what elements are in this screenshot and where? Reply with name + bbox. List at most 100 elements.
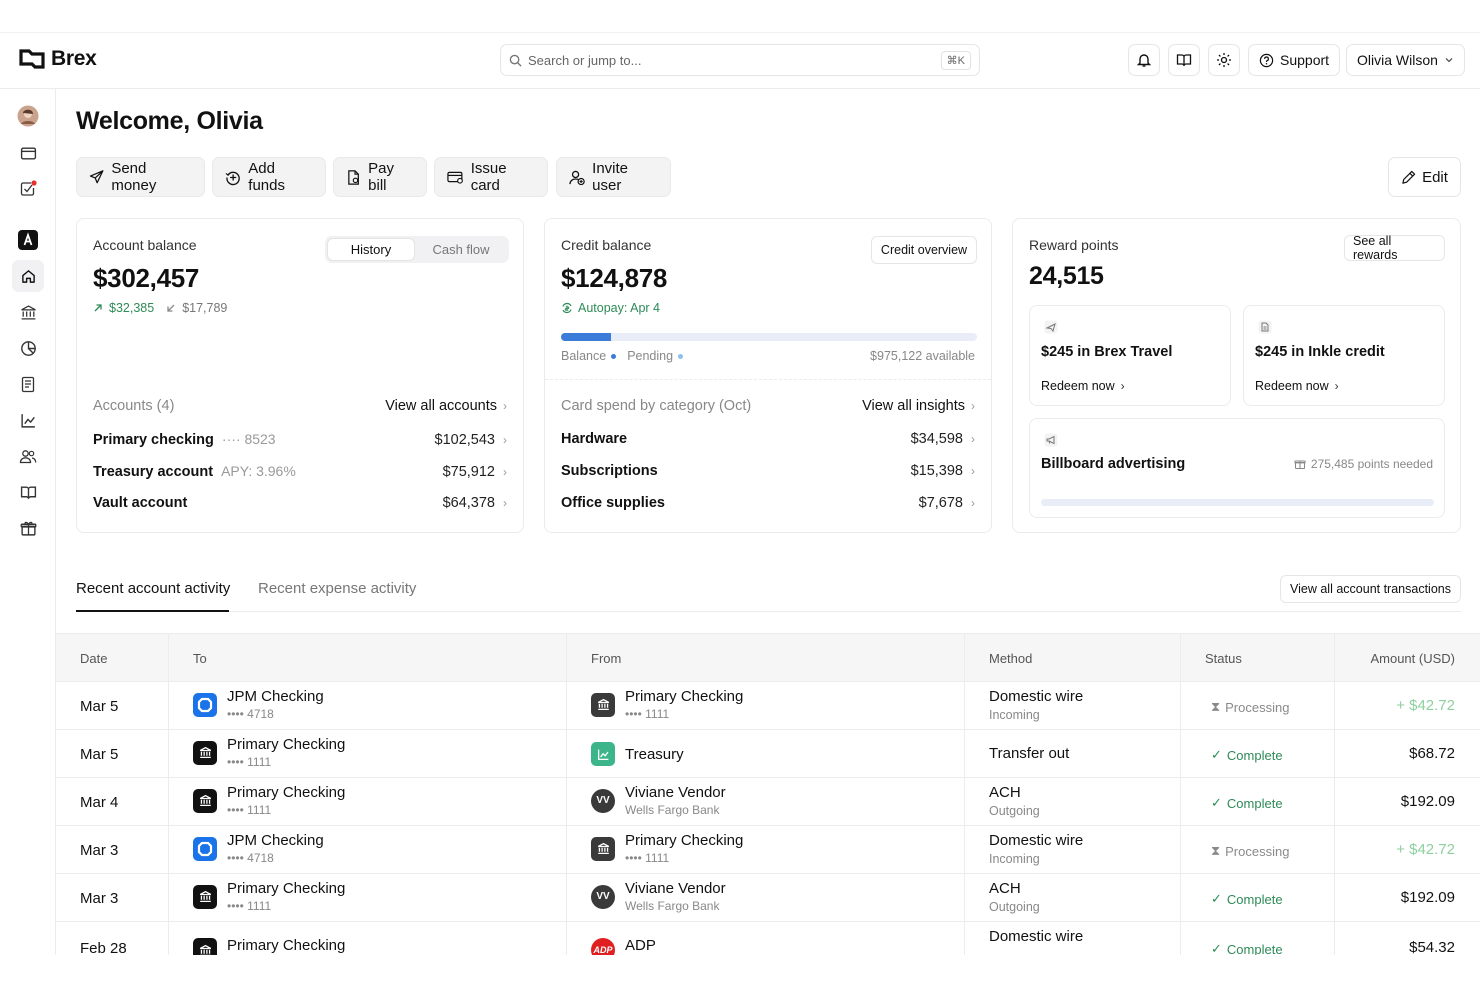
account-row[interactable]: Treasury account APY: 3.96% $75,912 ›: [93, 463, 507, 480]
col-method[interactable]: Method: [989, 651, 1033, 666]
arrow-up-right-icon: [94, 304, 102, 312]
edit-button[interactable]: Edit: [1388, 157, 1461, 197]
redeem-link[interactable]: Redeem now ›: [1255, 379, 1339, 393]
sidebar-item-tasks[interactable]: [12, 173, 44, 205]
search-bar[interactable]: ⌘K: [500, 44, 980, 76]
sidebar-item-rewards[interactable]: [12, 512, 44, 544]
table-row[interactable]: Mar 3 Primary Checking •••• 1111 VV Vivia…: [56, 874, 1480, 922]
table-row[interactable]: Mar 5 Primary Checking •••• 1111 Treasury…: [56, 730, 1480, 778]
reward-tile-billboard[interactable]: Billboard advertising 275,485 points nee…: [1029, 418, 1445, 518]
table-row[interactable]: Feb 28 Primary Checking ADP ADP Domestic…: [56, 922, 1480, 955]
table-row[interactable]: Mar 3 JPM Checking •••• 4718 Primary Chec…: [56, 826, 1480, 874]
reward-tile-inkle[interactable]: $245 in Inkle credit Redeem now ›: [1243, 305, 1445, 406]
sidebar-item-bills[interactable]: [12, 368, 44, 400]
add-funds-button[interactable]: Add funds: [212, 157, 326, 197]
from-name: Viviane Vendor: [625, 880, 726, 897]
account-row[interactable]: Primary checking ···· 8523 $102,543 ›: [93, 431, 507, 448]
inflow-value: $32,385: [109, 301, 155, 315]
chevron-right-icon: ›: [971, 399, 975, 413]
credit-available: $975,122 available: [870, 349, 975, 363]
to-sub: •••• 4718: [227, 707, 274, 721]
tab-recent-account-activity[interactable]: Recent account activity: [76, 580, 231, 597]
support-label: Support: [1280, 52, 1330, 68]
points-progress-bar: [1041, 499, 1434, 506]
avatar[interactable]: [12, 100, 44, 132]
gift-icon: [20, 521, 36, 536]
credit-legend: Balance Pending: [561, 349, 684, 363]
account-balance-card: Account balance $302,457 History Cash fl…: [76, 218, 524, 533]
col-amount[interactable]: Amount (USD): [1370, 651, 1455, 666]
credit-overview-button[interactable]: Credit overview: [871, 236, 977, 264]
row-date: Mar 5: [80, 746, 119, 763]
status-label: Processing: [1225, 699, 1290, 715]
sidebar-item-accounts[interactable]: [12, 296, 44, 328]
status-badge: ⧗ Processing: [1211, 699, 1289, 715]
sidebar-item-assistant[interactable]: [12, 224, 44, 256]
account-row[interactable]: Vault account $64,378 ›: [93, 495, 507, 511]
gift-icon: [1294, 460, 1306, 470]
invite-user-button[interactable]: Invite user: [556, 157, 671, 197]
tab-recent-expense-activity[interactable]: Recent expense activity: [258, 580, 417, 597]
table-row[interactable]: Mar 5 JPM Checking •••• 4718 Primary Chec…: [56, 682, 1480, 730]
document-icon: [21, 376, 35, 392]
divider: [545, 379, 991, 380]
search-input[interactable]: [528, 52, 928, 68]
jpm-logo-icon: [193, 692, 217, 717]
view-all-transactions-button[interactable]: View all account transactions: [1280, 575, 1461, 603]
notifications-button[interactable]: [1128, 44, 1160, 76]
row-from: Primary Checking •••• 1111: [591, 832, 743, 865]
points-needed: 275,485 points needed: [1294, 457, 1433, 471]
see-all-rewards-button[interactable]: See all rewards: [1344, 234, 1445, 262]
tab-history[interactable]: History: [327, 238, 415, 261]
credit-usage-fill: [561, 333, 611, 341]
row-amount: $192.09: [1400, 793, 1455, 810]
tab-cash-flow[interactable]: Cash flow: [432, 242, 490, 257]
issue-card-button[interactable]: Issue card: [434, 157, 548, 197]
view-all-insights-link[interactable]: View all insights ›: [862, 398, 975, 414]
sidebar-item-reports[interactable]: [12, 404, 44, 436]
row-to: Primary Checking: [193, 928, 345, 955]
docs-button[interactable]: [1168, 44, 1200, 76]
pencil-icon: [1402, 170, 1416, 184]
row-amount: $192.09: [1400, 889, 1455, 906]
brex-logo[interactable]: Brex: [19, 47, 97, 71]
user-menu[interactable]: Olivia Wilson: [1346, 44, 1465, 76]
row-to: JPM Checking •••• 4718: [193, 688, 324, 721]
support-button[interactable]: Support: [1248, 44, 1341, 76]
sidebar-item-team[interactable]: [12, 440, 44, 472]
search-icon: [509, 54, 522, 67]
spend-category: Office supplies: [561, 495, 665, 511]
theme-button[interactable]: [1208, 44, 1240, 76]
reward-points-label: Reward points: [1029, 237, 1119, 253]
pay-bill-button[interactable]: Pay bill: [333, 157, 427, 197]
table-row[interactable]: Mar 4 Primary Checking •••• 1111 VV Vivia…: [56, 778, 1480, 826]
col-from[interactable]: From: [591, 651, 622, 666]
sidebar-item-guides[interactable]: [12, 476, 44, 508]
sidebar-item-analytics[interactable]: [12, 332, 44, 364]
row-to: Primary Checking •••• 1111: [193, 736, 345, 769]
issue-card-label: Issue card: [470, 160, 507, 194]
credit-usage-bar: [561, 333, 977, 341]
view-all-accounts-link[interactable]: View all accounts ›: [385, 398, 507, 414]
spend-row[interactable]: Subscriptions $15,398 ›: [561, 463, 975, 479]
send-money-label: Send money: [111, 160, 157, 194]
redeem-link[interactable]: Redeem now ›: [1041, 379, 1125, 393]
sidebar-item-home[interactable]: [12, 260, 44, 292]
col-status[interactable]: Status: [1205, 651, 1242, 666]
spend-row[interactable]: Office supplies $7,678 ›: [561, 495, 975, 511]
col-date[interactable]: Date: [80, 651, 108, 666]
status-label: Complete: [1226, 941, 1283, 956]
col-to[interactable]: To: [193, 651, 207, 666]
account-name: Vault account: [93, 495, 188, 511]
from-name: Primary Checking: [625, 832, 744, 849]
pie-chart-icon: [20, 340, 36, 356]
send-money-button[interactable]: Send money: [76, 157, 205, 197]
hourglass-icon: ⧗: [1211, 843, 1221, 858]
bank-icon: [193, 938, 217, 955]
assistant-icon: [18, 230, 38, 250]
spend-row[interactable]: Hardware $34,598 ›: [561, 431, 975, 447]
reward-tile-travel[interactable]: $245 in Brex Travel Redeem now ›: [1029, 305, 1231, 406]
sidebar-item-cards[interactable]: [12, 137, 44, 169]
legend-pending-label: Pending: [627, 349, 674, 363]
from-name: Treasury: [625, 745, 684, 763]
